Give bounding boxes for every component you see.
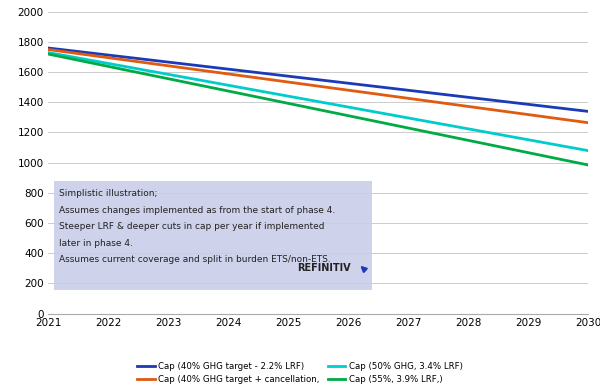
- Text: REFINITIV: REFINITIV: [298, 263, 351, 273]
- Text: Simplistic illustration;: Simplistic illustration;: [59, 189, 157, 198]
- Legend: Cap (40% GHG target - 2.2% LRF), Cap (40% GHG target + cancellation,, Cap (50% G: Cap (40% GHG target - 2.2% LRF), Cap (40…: [134, 359, 466, 388]
- Text: Steeper LRF & deeper cuts in cap per year if implemented: Steeper LRF & deeper cuts in cap per yea…: [59, 222, 324, 231]
- Text: Assumes changes implemented as from the start of phase 4.: Assumes changes implemented as from the …: [59, 206, 335, 215]
- Text: later in phase 4.: later in phase 4.: [59, 239, 133, 248]
- FancyBboxPatch shape: [54, 181, 372, 290]
- Text: Assumes current coverage and split in burden ETS/non-ETS.: Assumes current coverage and split in bu…: [59, 256, 331, 265]
